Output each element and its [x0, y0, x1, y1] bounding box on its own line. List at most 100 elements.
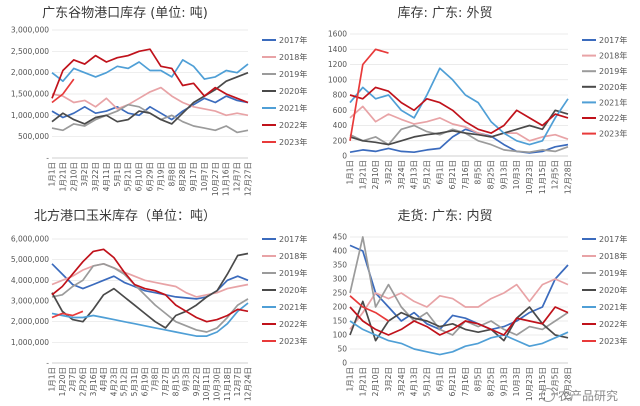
x-tick-label: 9月17日: [189, 162, 198, 191]
x-tick-label: 5月1日: [113, 162, 122, 187]
legend-label: 2018年: [599, 251, 627, 261]
series-line-2019年: [51, 262, 249, 333]
y-tick-label: 250: [333, 289, 348, 298]
x-tick-label: 6月1日: [435, 160, 444, 185]
legend-label: 2017年: [279, 35, 307, 45]
chart-svg: - 1,000,000 2,000,000 3,000,000 4,000,000 5,0…: [11, 234, 308, 401]
watermark-text: 农产品研究: [557, 389, 618, 403]
x-tick-label: 12月5日: [551, 160, 560, 189]
chart-svg: 0 50 100 150 200 250 300 350 400 450 1月1日 1月21日 2月10…: [333, 233, 628, 402]
x-tick-label: 4月23日: [109, 367, 118, 396]
x-tick-label: 9月13日: [499, 367, 508, 396]
x-tick-label: 8月15日: [171, 367, 180, 396]
x-tick-label: 10月27日: [211, 162, 220, 196]
series-line-2022年: [349, 306, 569, 336]
x-tick-label: 5月31日: [130, 367, 139, 396]
x-tick-label: 4月4日: [99, 367, 108, 392]
legend-label: 2020年: [279, 86, 307, 96]
legend-label: 2023年: [599, 336, 627, 346]
y-tick-label: 1600: [328, 30, 347, 39]
x-tick-label: 9月22日: [192, 367, 201, 396]
y-tick-label: 500,000: [18, 132, 49, 141]
x-tick-label: 1月1日: [48, 367, 57, 392]
x-tick-label: 10月23日: [525, 160, 534, 194]
series-line-2020年: [349, 300, 569, 342]
legend-label: 2022年: [279, 319, 307, 329]
chart-svg: 0 200 400 600 800 1000 1200 1400 1600 1月1日 1月21日 2月…: [328, 30, 627, 195]
x-tick-label: 5月12日: [422, 160, 431, 189]
x-tick-label: 8月28日: [178, 162, 187, 191]
legend-label: 2020年: [599, 285, 627, 295]
x-tick-label: 7月16日: [461, 367, 470, 396]
legend-label: 2021年: [279, 302, 307, 312]
x-tick-label: 11月15日: [538, 160, 547, 194]
y-tick-label: -: [46, 359, 49, 368]
x-tick-label: 1月1日: [48, 162, 57, 187]
x-tick-label: 8月5日: [474, 160, 483, 185]
legend-label: 2020年: [599, 82, 627, 92]
x-tick-label: 6月10日: [135, 162, 144, 191]
series-line-2018年: [349, 278, 569, 330]
series-line-2021年: [349, 67, 569, 146]
x-tick-label: 12月24日: [244, 367, 253, 401]
x-tick-label: 10月30日: [213, 367, 222, 401]
y-tick-label: 0: [342, 359, 347, 368]
series-line-2021年: [51, 59, 249, 83]
series-line-2017年: [349, 244, 569, 331]
x-tick-label: 3月16日: [89, 367, 98, 396]
y-tick-label: 1400: [328, 45, 347, 54]
y-tick-label: 600: [333, 106, 348, 115]
x-tick-label: 3月2日: [80, 162, 89, 187]
x-tick-label: 6月29日: [146, 162, 155, 191]
x-tick-label: 2月7日: [68, 367, 77, 392]
y-tick-label: 400: [333, 121, 348, 130]
chart-svg: - 500,000 1,000,000 1,500,000 2,000,000 2,500…: [11, 26, 308, 197]
series-line-2022年: [51, 48, 249, 104]
legend-label: 2021年: [599, 97, 627, 107]
x-tick-label: 3月24日: [397, 160, 406, 189]
series-line-2023年: [51, 78, 75, 104]
legend-label: 2018年: [599, 51, 627, 61]
legend-label: 2021年: [279, 103, 307, 113]
x-tick-label: 7月16日: [461, 160, 470, 189]
x-tick-label: 10月3日: [512, 160, 521, 189]
series-line-2023年: [51, 310, 84, 319]
y-tick-label: 6,000,000: [11, 235, 49, 244]
y-tick-label: 5,000,000: [11, 255, 49, 264]
x-tick-label: 5月12日: [120, 367, 129, 396]
y-tick-label: 400: [333, 247, 348, 256]
series-line-2020年: [51, 252, 249, 329]
legend-label: 2022年: [279, 120, 307, 130]
legend-label: 2021年: [599, 302, 627, 312]
series-line-2020年: [349, 109, 569, 146]
legend-label: 2018年: [279, 251, 307, 261]
x-tick-label: 4月13日: [410, 367, 419, 396]
wechat-icon: [540, 388, 555, 402]
legend-label: 2022年: [599, 319, 627, 329]
x-tick-label: 2月26日: [78, 367, 87, 396]
legend-label: 2019年: [599, 66, 627, 76]
x-tick-label: 10月11日: [202, 367, 211, 401]
x-tick-label: 1月21日: [358, 160, 367, 189]
chart-title: 库存: 广东: 外贸: [397, 6, 493, 21]
series-line-2022年: [349, 86, 569, 134]
y-tick-label: 50: [337, 345, 347, 354]
y-tick-label: -: [46, 154, 49, 163]
chart-title: 广东谷物港口库存 (单位: 吨): [42, 6, 208, 21]
y-tick-label: 1000: [328, 75, 347, 84]
y-tick-label: 300: [333, 275, 348, 284]
y-tick-label: 350: [333, 261, 348, 270]
legend-label: 2023年: [599, 129, 627, 139]
chart-title: 北方港口玉米库存（单位：吨）: [33, 209, 216, 224]
y-tick-label: 2,000,000: [11, 317, 49, 326]
x-tick-label: 12月7日: [233, 367, 242, 396]
x-tick-label: 12月7日: [233, 162, 242, 191]
chart-panel-1: 广东谷物港口库存 (单位: 吨) - 500,000 1,000,000 1,500,…: [0, 0, 320, 203]
x-tick-label: 12月5日: [551, 367, 560, 396]
x-tick-label: 11月18日: [223, 367, 232, 401]
series-line-2018年: [349, 105, 569, 142]
x-tick-label: 3月22日: [91, 162, 100, 191]
x-tick-label: 10月3日: [512, 367, 521, 396]
x-tick-label: 4月11日: [102, 162, 111, 191]
x-tick-label: 11月15日: [538, 367, 547, 401]
